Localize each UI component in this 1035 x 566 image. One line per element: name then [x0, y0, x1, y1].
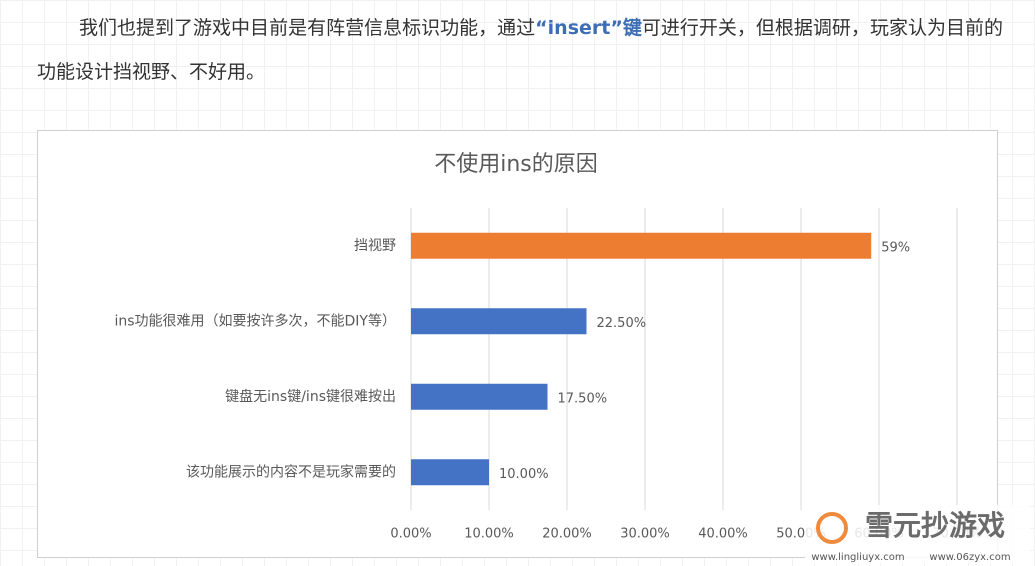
bar [411, 383, 548, 410]
category-label: 挡视野 [354, 238, 396, 254]
category-label: 键盘无ins键/ins键很难按出 [225, 388, 396, 405]
data-label: 17.50% [558, 391, 608, 406]
bar [411, 308, 587, 335]
chart-title: 不使用ins的原因 [434, 152, 598, 177]
bar [411, 459, 489, 486]
paragraph: 我们也提到了游戏中目前是有阵营信息标识功能，通过“insert”键可进行开关，但… [37, 6, 1003, 94]
x-tick-label: 10.00% [464, 527, 514, 542]
category-label: 该功能展示的内容不是玩家需要的 [186, 463, 396, 480]
category-label: ins功能很难用（如要按许多次，不能DIY等） [114, 312, 396, 329]
x-tick-label: 0.00% [390, 527, 431, 542]
data-label: 22.50% [597, 316, 647, 331]
chart-frame [37, 130, 998, 558]
x-tick-label: 40.00% [698, 527, 748, 542]
watermark-brand: 雪元抄游戏 [865, 509, 1005, 542]
text: 我们也提到了游戏中目前是有阵营信息标识功能，通过 [79, 17, 536, 39]
watermark-url: www.lingliuyx.com [811, 552, 904, 563]
data-label: 10.00% [499, 467, 549, 482]
x-tick-label: 30.00% [620, 527, 670, 542]
x-tick-label: 20.00% [542, 527, 592, 542]
watermark-url: www.06zyx.com [929, 552, 1010, 563]
watermark: 雪元抄游戏 www.lingliuyx.com www.06zyx.com [805, 505, 1030, 563]
watermark-logo [816, 512, 848, 544]
bar [411, 232, 872, 259]
data-label: 59% [881, 240, 910, 255]
text: 可进行开关，但根据调研，玩家认为目前的功能设计挡视野、不好用。 [37, 17, 1003, 83]
highlight: “insert”键 [535, 17, 642, 39]
